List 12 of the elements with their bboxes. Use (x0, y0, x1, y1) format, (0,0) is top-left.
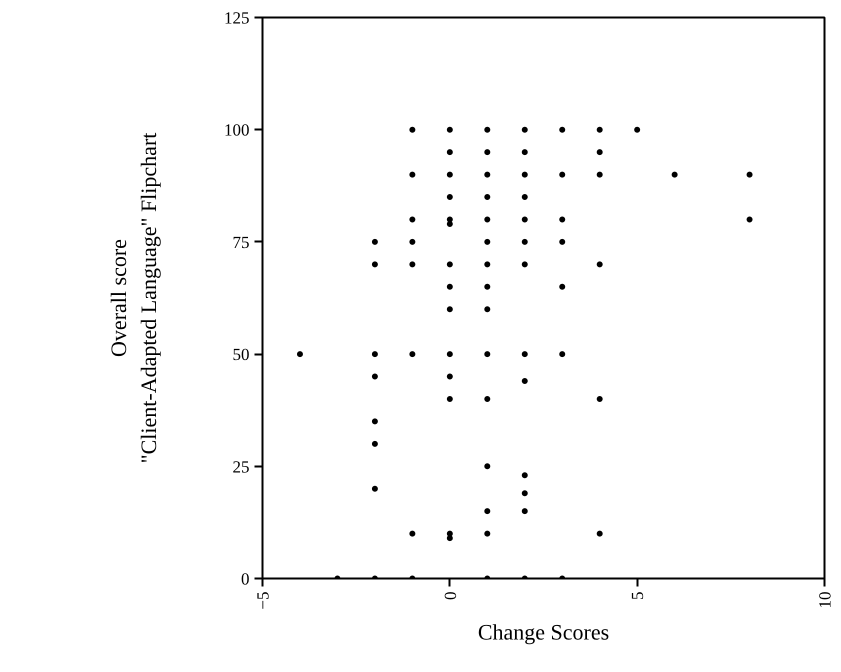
y-tick-label: 25 (232, 457, 250, 476)
y-tick-label: 75 (232, 232, 250, 252)
x-tick-label: 5 (628, 592, 648, 600)
x-tick-label: 0 (440, 592, 460, 600)
x-axis-title: Change Scores (478, 620, 610, 644)
x-tick-label: 10 (816, 592, 834, 608)
y-tick-label: 125 (224, 8, 250, 28)
y-tick-label: 50 (232, 345, 250, 364)
y-tick-label: 0 (241, 570, 250, 588)
x-tick-label: −5 (254, 591, 272, 610)
y-axis-title: Overall score "Client-Adapted Language" Flipchart (106, 132, 161, 464)
y-tick-label: 100 (224, 120, 250, 140)
